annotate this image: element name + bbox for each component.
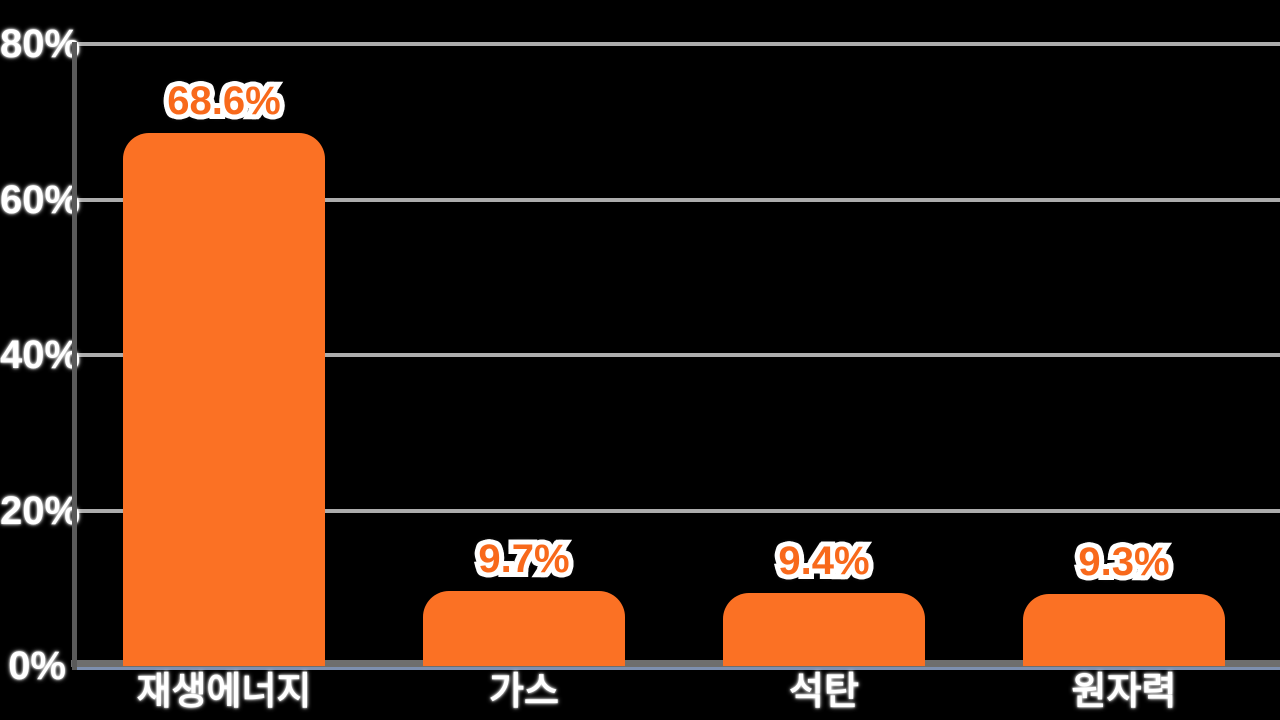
bar bbox=[1023, 594, 1225, 666]
category-label: 원자력 bbox=[1071, 671, 1177, 713]
bar-slot: 68.6% 68.6% bbox=[74, 44, 374, 666]
value-label: 9.7% 9.7% bbox=[374, 532, 674, 586]
bar bbox=[723, 593, 925, 666]
y-tick-label: 0% bbox=[8, 644, 66, 688]
y-tick-label: 40% bbox=[0, 333, 81, 377]
category-label: 석탄 bbox=[789, 671, 859, 713]
category-label: 재생에너지 bbox=[136, 671, 312, 713]
gridline-20 bbox=[74, 508, 1280, 513]
bar bbox=[123, 133, 325, 666]
y-tick-label: 60% bbox=[0, 177, 81, 222]
gridline-40 bbox=[74, 353, 1280, 357]
x-axis-accent-line bbox=[74, 667, 1280, 670]
bar-slot: 9.4% 9.4% bbox=[674, 44, 974, 666]
x-axis-line bbox=[71, 660, 1280, 667]
gridline-80 bbox=[74, 42, 1280, 46]
value-label-text: 68.6% bbox=[167, 79, 281, 123]
y-tick-label: 20% bbox=[0, 488, 81, 533]
value-label-text: 9.7% bbox=[478, 537, 570, 581]
y-axis-line bbox=[72, 42, 77, 670]
category-label: 가스 bbox=[489, 671, 559, 713]
bar-slot: 9.7% 9.7% bbox=[374, 44, 674, 666]
value-label: 9.4% 9.4% bbox=[674, 534, 974, 588]
value-label-halo: 9.7% bbox=[473, 532, 574, 586]
bar-slot: 9.3% 9.3% bbox=[974, 44, 1274, 666]
value-label: 9.3% 9.3% bbox=[974, 535, 1274, 589]
gridline-60 bbox=[74, 197, 1280, 202]
bar bbox=[423, 591, 625, 666]
y-tick-label: 80% bbox=[0, 22, 81, 66]
value-label-halo: 68.6% bbox=[162, 74, 285, 128]
value-label-text: 9.4% bbox=[778, 539, 870, 583]
value-label: 68.6% 68.6% bbox=[74, 74, 374, 128]
value-label-halo: 9.4% bbox=[773, 534, 874, 588]
value-label-halo: 9.3% bbox=[1073, 535, 1174, 589]
value-label-text: 9.3% bbox=[1078, 540, 1170, 584]
